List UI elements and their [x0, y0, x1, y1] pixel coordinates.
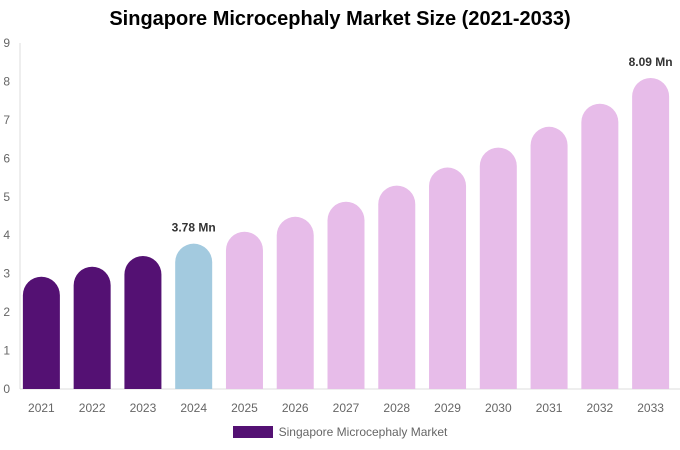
y-tick-label: 4	[3, 228, 10, 242]
bar-2033	[632, 77, 670, 390]
y-tick-label: 6	[3, 151, 10, 165]
data-label: 3.78 Mn	[172, 221, 216, 235]
x-tick-label: 2025	[231, 401, 258, 415]
x-tick-label: 2028	[383, 401, 410, 415]
legend: Singapore Microcephaly Market	[0, 425, 680, 439]
x-tick-label: 2033	[637, 401, 664, 415]
bar-2023	[124, 255, 162, 389]
y-tick-label: 5	[3, 190, 10, 204]
bar-2028	[378, 185, 416, 389]
x-tick-label: 2024	[180, 401, 207, 415]
data-label: 8.09 Mn	[629, 55, 673, 69]
x-tick-label: 2021	[28, 401, 55, 415]
y-tick-label: 9	[3, 36, 10, 50]
bar-2030	[479, 147, 517, 389]
x-tick-label: 2022	[79, 401, 106, 415]
x-tick-label: 2032	[586, 401, 613, 415]
y-tick-label: 3	[3, 267, 10, 281]
x-tick-label: 2026	[282, 401, 309, 415]
y-tick-label: 1	[3, 344, 10, 358]
y-tick-label: 8	[3, 74, 10, 88]
bar-2027	[327, 201, 365, 389]
bar-2032	[581, 103, 619, 390]
x-tick-label: 2027	[333, 401, 360, 415]
y-tick-label: 0	[3, 382, 10, 396]
chart-title: Singapore Microcephaly Market Size (2021…	[109, 8, 571, 30]
legend-label: Singapore Microcephaly Market	[278, 425, 448, 439]
y-tick-label: 7	[3, 113, 10, 127]
y-tick-label: 2	[3, 305, 10, 319]
bar-2031	[530, 126, 568, 389]
x-tick-label: 2030	[485, 401, 512, 415]
bar-2029	[429, 167, 467, 389]
bar-2022	[73, 266, 111, 389]
legend-swatch	[232, 426, 273, 438]
bar-2026	[276, 216, 314, 389]
bar-2025	[225, 231, 263, 389]
x-tick-label: 2029	[434, 401, 461, 415]
bar-2021	[22, 276, 60, 389]
bar-2024	[175, 243, 213, 389]
x-tick-label: 2031	[536, 401, 563, 415]
x-tick-label: 2023	[130, 401, 157, 415]
